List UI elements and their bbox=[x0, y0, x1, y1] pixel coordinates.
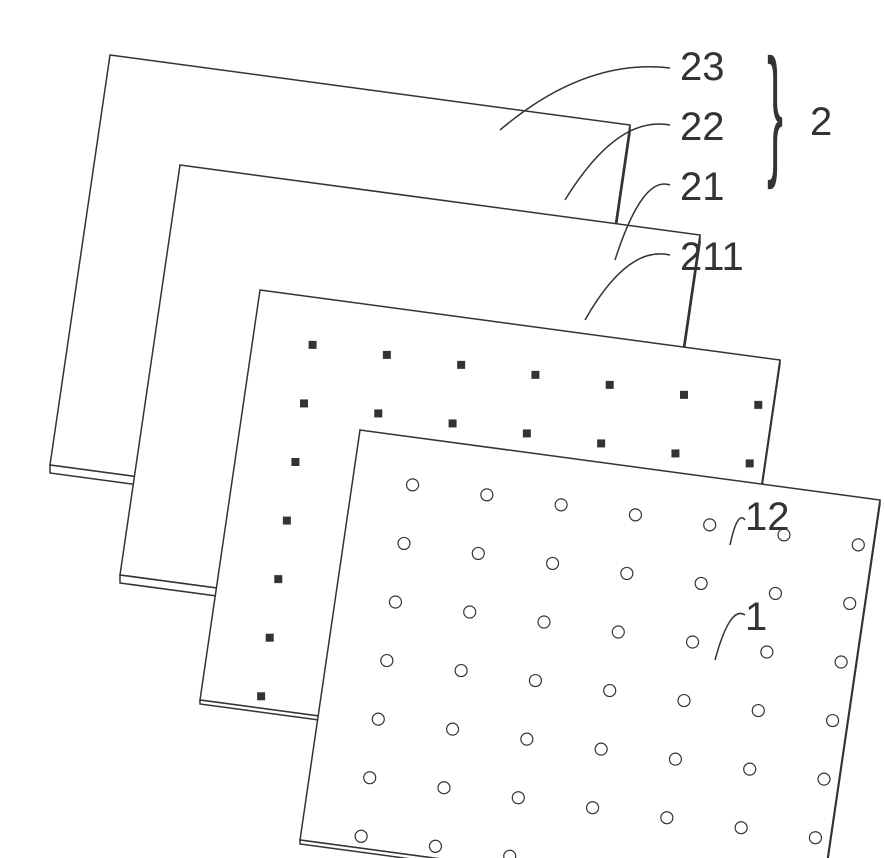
sheet-1 bbox=[300, 430, 880, 858]
label-23: 23 bbox=[680, 45, 725, 90]
exploded-view-diagram bbox=[0, 0, 884, 858]
label-1: 1 bbox=[745, 595, 767, 640]
group-brace-icon: } bbox=[767, 38, 783, 182]
label-12: 12 bbox=[745, 495, 790, 540]
label-21: 21 bbox=[680, 165, 725, 210]
label-2: 2 bbox=[810, 100, 832, 145]
label-22: 22 bbox=[680, 105, 725, 150]
label-211: 211 bbox=[680, 235, 744, 280]
